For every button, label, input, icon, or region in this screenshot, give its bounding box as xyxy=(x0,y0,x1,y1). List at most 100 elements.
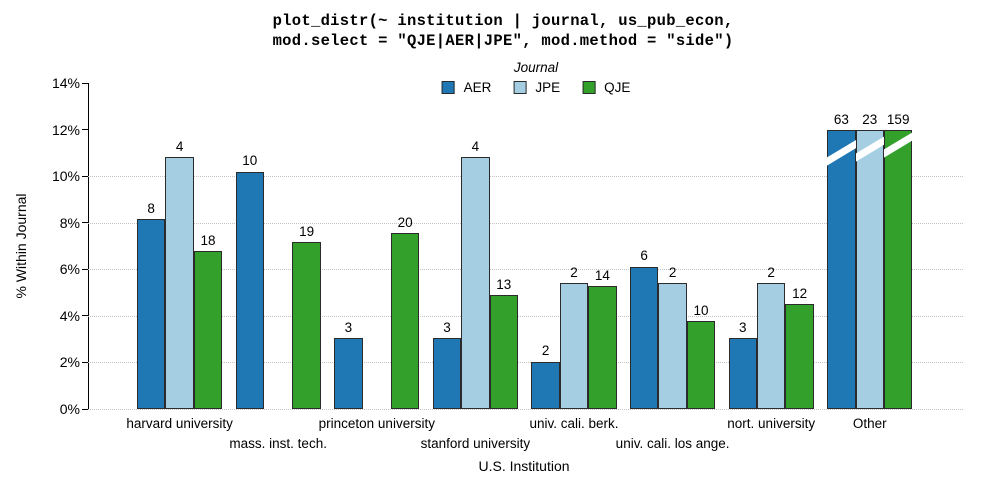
bar-fill xyxy=(235,171,264,409)
legend-swatch-qje-icon xyxy=(582,81,596,94)
y-axis-tick xyxy=(82,82,88,84)
bar-count-label: 14 xyxy=(594,268,610,284)
bar-count-label: 4 xyxy=(175,139,184,155)
bar-fill xyxy=(489,294,518,409)
x-category-label: Other xyxy=(852,416,887,431)
x-category-label: stanford university xyxy=(420,436,531,451)
bar-count-label: 13 xyxy=(496,276,512,292)
bar-count-label: 4 xyxy=(471,139,480,155)
y-tick-label: 6% xyxy=(59,261,80,278)
x-category-label: univ. cali. los ange. xyxy=(615,436,730,451)
bar-fill xyxy=(432,337,462,409)
bar-aer xyxy=(630,266,659,409)
bar-count-label: 3 xyxy=(739,319,747,335)
legend-label-aer: AER xyxy=(463,80,492,95)
y-tick-label: 14% xyxy=(51,75,80,91)
bar-qje xyxy=(686,321,716,409)
x-category-label: univ. cali. berk. xyxy=(529,416,619,431)
gridline-6pct xyxy=(88,269,963,271)
bar-count-label: 23 xyxy=(862,111,878,127)
bar-fill xyxy=(630,266,659,409)
bar-qje xyxy=(588,286,617,409)
legend-label-qje: QJE xyxy=(604,80,631,95)
bar-fill xyxy=(658,283,687,409)
legend-entry-qje: QJE xyxy=(582,80,630,95)
bar-count-label: 12 xyxy=(792,285,808,301)
legend: Journal AER JPE QJE xyxy=(441,60,630,95)
bar-fill xyxy=(165,157,194,409)
bar-aer xyxy=(531,361,560,409)
bar-aer xyxy=(728,337,757,409)
bar-fill xyxy=(686,321,716,409)
bar-fill xyxy=(193,250,223,409)
x-axis-title: U.S. Institution xyxy=(478,458,570,474)
bar-jpe xyxy=(461,157,490,409)
bar-qje xyxy=(884,129,913,409)
bar-count-label: 2 xyxy=(767,265,775,281)
y-axis-tick xyxy=(82,222,88,224)
bar-fill xyxy=(884,129,913,409)
bar-count-label: 2 xyxy=(570,265,578,281)
y-tick-label: 8% xyxy=(59,214,80,231)
legend-entries: AER JPE QJE xyxy=(441,80,630,95)
chart-title: plot_distr(~ institution | journal, us_p… xyxy=(0,11,1000,51)
bar-aer xyxy=(334,337,363,409)
y-tick-label: 4% xyxy=(59,307,80,324)
chart-title-line1: plot_distr(~ institution | journal, us_p… xyxy=(272,12,734,30)
gridline-10pct xyxy=(88,176,963,178)
bar-count-label: 63 xyxy=(833,111,849,127)
bar-jpe xyxy=(658,283,687,409)
legend-swatch-aer-icon xyxy=(441,81,455,94)
bar-count-label: 19 xyxy=(299,224,315,240)
bar-fill xyxy=(757,283,786,409)
bar-fill xyxy=(827,129,856,409)
bar-jpe xyxy=(165,157,194,409)
y-tick-label: 0% xyxy=(59,401,80,417)
y-axis-line xyxy=(88,83,89,409)
bar-qje xyxy=(785,303,814,409)
y-axis-title: % Within Journal xyxy=(13,193,29,299)
gridline-8pct xyxy=(88,222,963,224)
bar-count-label: 8 xyxy=(147,200,155,216)
bar-count-label: 20 xyxy=(397,215,413,231)
legend-label-jpe: JPE xyxy=(535,80,561,95)
legend-entry-jpe: JPE xyxy=(513,80,560,95)
bar-fill xyxy=(728,337,757,409)
bar-jpe xyxy=(855,129,884,409)
bar-count-label: 3 xyxy=(344,319,353,335)
y-tick-label: 10% xyxy=(51,168,80,185)
x-category-label: mass. inst. tech. xyxy=(229,436,327,451)
bar-qje xyxy=(193,250,223,409)
gridline-0pct xyxy=(88,409,963,410)
bar-aer xyxy=(235,171,264,409)
bar-fill xyxy=(391,233,420,409)
y-axis-tick xyxy=(82,129,88,131)
bar-fill xyxy=(461,157,490,409)
legend-swatch-jpe-icon xyxy=(513,81,527,94)
bar-count-label: 3 xyxy=(443,319,451,335)
x-category-label: harvard university xyxy=(126,416,233,431)
gridline-2pct xyxy=(88,362,963,364)
legend-title: Journal xyxy=(513,60,559,75)
gridline-4pct xyxy=(88,315,963,317)
bar-aer xyxy=(137,219,166,409)
bar-qje xyxy=(292,242,321,409)
bar-fill xyxy=(137,219,166,409)
y-axis-tick xyxy=(82,361,88,363)
bar-fill xyxy=(785,303,814,409)
plot-area: 0% 2% 4% 6% 8% 10% 12% 14% 8 4 18 harvard universit… xyxy=(52,76,963,451)
bar-qje xyxy=(489,294,518,409)
bar-qje xyxy=(391,233,420,409)
y-axis-tick xyxy=(82,408,88,410)
y-axis-tick xyxy=(82,268,88,270)
x-category-label: princeton university xyxy=(318,416,435,431)
bar-count-label: 2 xyxy=(668,265,677,281)
bar-fill xyxy=(559,283,589,409)
bar-count-label: 10 xyxy=(242,153,258,169)
legend-entry-aer: AER xyxy=(441,80,492,95)
bar-count-label: 10 xyxy=(693,303,709,319)
chart-title-line2: mod.select = "QJE|AER|JPE", mod.method =… xyxy=(272,32,734,50)
y-axis-tick xyxy=(82,175,88,177)
bar-fill xyxy=(334,337,363,409)
